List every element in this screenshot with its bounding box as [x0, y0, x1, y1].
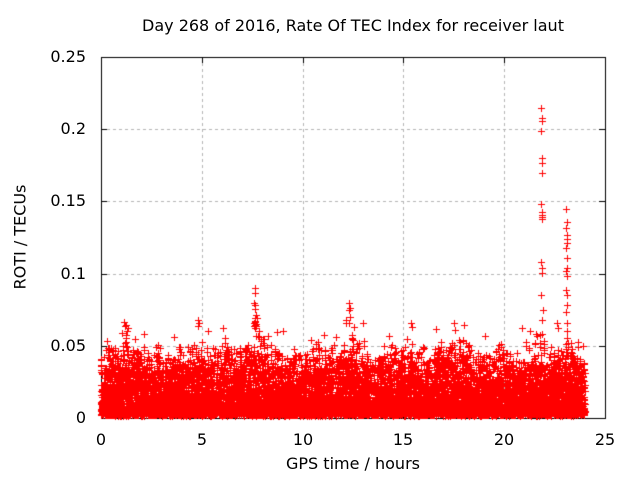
y-tick-label: 0.25	[50, 47, 86, 66]
x-tick-label: 5	[196, 430, 208, 449]
x-tick-label: 0	[95, 430, 107, 449]
y-tick-label: 0.2	[60, 119, 86, 138]
y-tick-label: 0.05	[50, 336, 86, 355]
x-tick-label: 15	[392, 430, 414, 449]
x-tick-label: 20	[493, 430, 515, 449]
x-axis-label: GPS time / hours	[286, 454, 420, 473]
y-tick-label: 0	[75, 408, 86, 427]
y-tick-label: 0.15	[50, 191, 86, 210]
x-tick-label: 25	[594, 430, 616, 449]
y-tick-label: 0.1	[60, 264, 86, 283]
chart-title: Day 268 of 2016, Rate Of TEC Index for r…	[142, 16, 564, 35]
x-tick-label: 10	[292, 430, 314, 449]
